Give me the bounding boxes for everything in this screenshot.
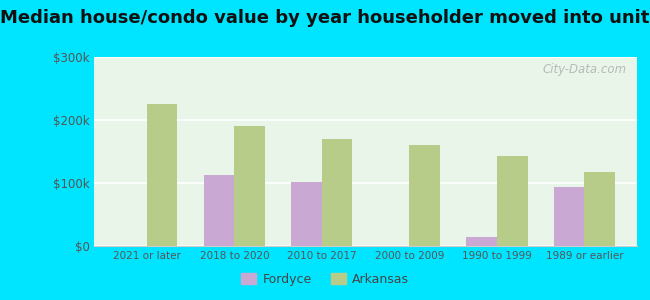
Bar [234,126,265,246]
Legend: Fordyce, Arkansas: Fordyce, Arkansas [236,268,414,291]
Bar [147,104,177,246]
Bar [291,182,322,246]
Text: City-Data.com: City-Data.com [542,63,626,76]
Text: Median house/condo value by year householder moved into unit: Median house/condo value by year househo… [0,9,650,27]
Bar [584,172,615,246]
Bar [410,145,440,246]
Bar [497,156,528,246]
Bar [466,236,497,246]
Bar [554,188,584,246]
Bar [203,175,234,246]
Bar [322,139,352,246]
